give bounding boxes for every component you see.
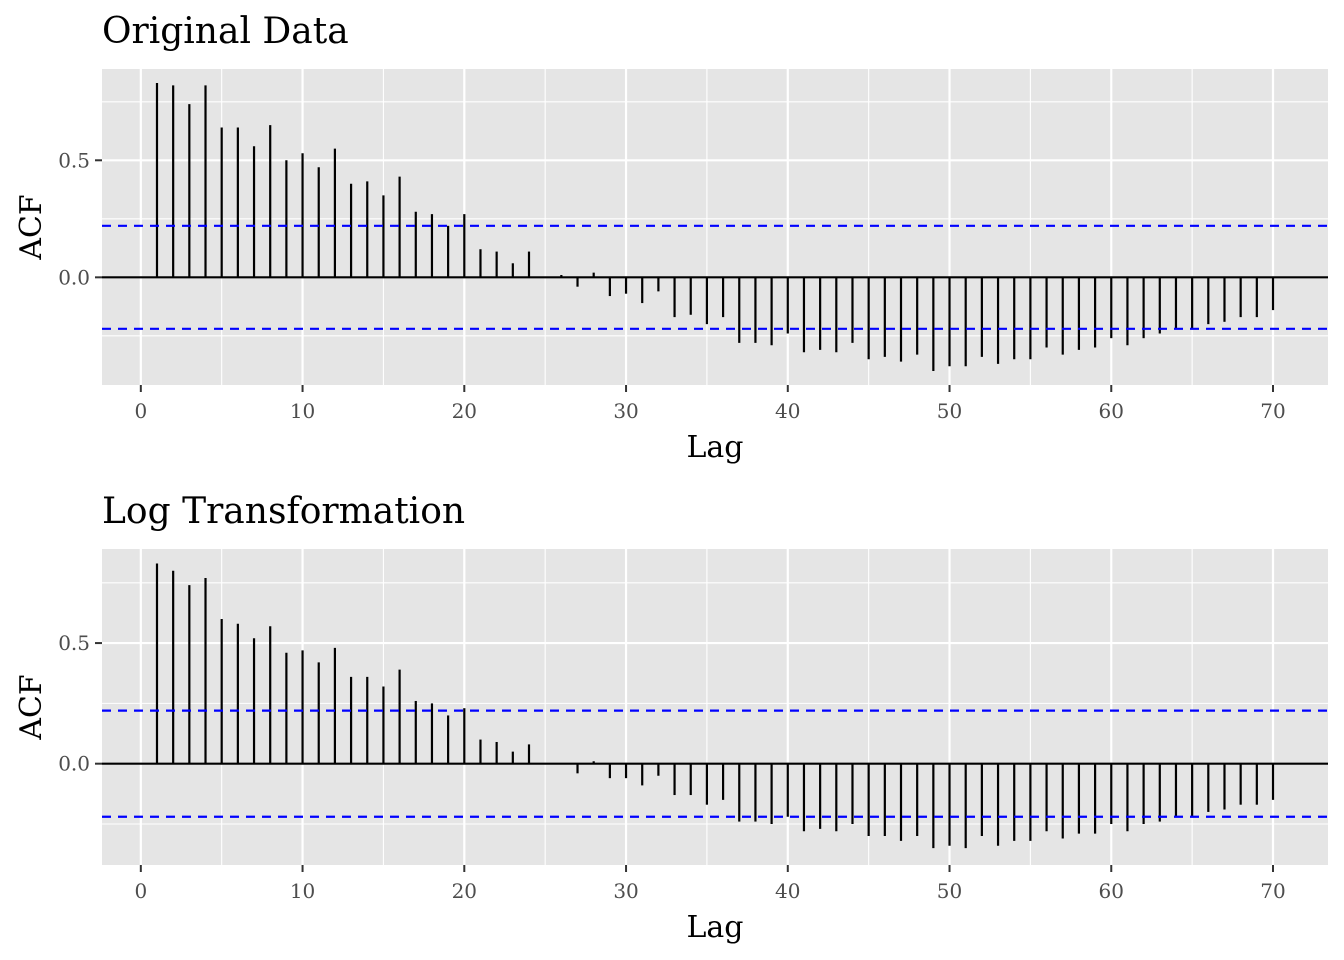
- y-axis-title: ACF: [14, 674, 49, 740]
- x-tick-label: 60: [1099, 879, 1124, 903]
- x-tick-label: 50: [937, 399, 962, 423]
- x-axis-title: Lag: [686, 910, 743, 945]
- x-axis: 0 10 20 30 40 50 60 70: [134, 385, 1286, 423]
- x-tick-label: 30: [613, 399, 638, 423]
- y-tick-label: 0.0: [58, 752, 90, 776]
- x-tick-label: 10: [290, 879, 315, 903]
- x-tick-label: 0: [134, 399, 147, 423]
- x-tick-label: 70: [1260, 879, 1285, 903]
- x-tick-label: 20: [452, 399, 477, 423]
- x-tick-label: 20: [452, 879, 477, 903]
- plot-panel-background: [102, 549, 1328, 865]
- y-tick-label: 0.5: [58, 631, 90, 655]
- acf-bars: [155, 83, 1275, 371]
- x-tick-label: 70: [1260, 399, 1285, 423]
- y-axis-title: ACF: [14, 194, 49, 260]
- chart-title: Original Data: [102, 11, 349, 52]
- x-axis-title: Lag: [686, 430, 743, 465]
- x-tick-label: 50: [937, 879, 962, 903]
- acf-bars: [155, 563, 1275, 849]
- x-tick-label: 60: [1099, 399, 1124, 423]
- x-tick-label: 40: [775, 399, 800, 423]
- x-tick-label: 40: [775, 879, 800, 903]
- y-axis: 0.0 0.5: [58, 631, 102, 776]
- x-tick-label: 10: [290, 399, 315, 423]
- x-tick-label: 0: [134, 879, 147, 903]
- acf-panel-2: 0 10 20 30 40 50 60 70 0.0 0.5 Log Transformation L…: [14, 491, 1328, 945]
- acf-panel-1: 0 10 20 30 40 50 60 70 0.0 0.5 Original Data Lag ACF: [14, 11, 1328, 465]
- plot-panel-background: [102, 69, 1328, 385]
- chart-title: Log Transformation: [102, 491, 465, 532]
- y-tick-label: 0.5: [58, 148, 90, 172]
- y-tick-label: 0.0: [58, 265, 90, 289]
- x-tick-label: 30: [613, 879, 638, 903]
- y-axis: 0.0 0.5: [58, 148, 102, 289]
- x-axis: 0 10 20 30 40 50 60 70: [134, 865, 1286, 903]
